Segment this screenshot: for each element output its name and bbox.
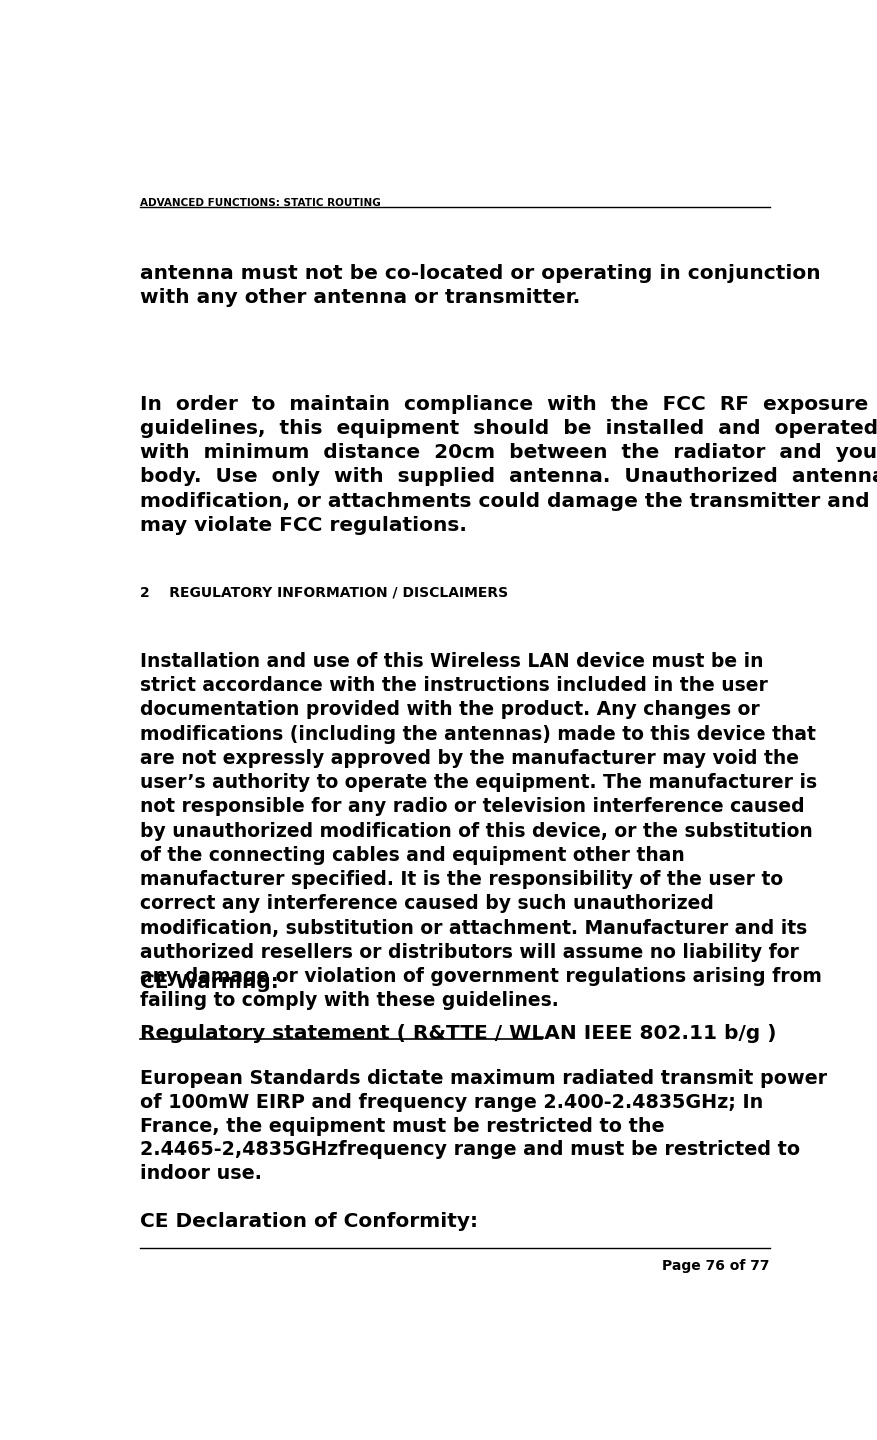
- Text: CE Warning:: CE Warning:: [140, 973, 279, 992]
- Text: Regulatory statement ( R&TTE / WLAN IEEE 802.11 b/g ): Regulatory statement ( R&TTE / WLAN IEEE…: [140, 1024, 776, 1044]
- Text: Installation and use of this Wireless LAN device must be in
strict accordance wi: Installation and use of this Wireless LA…: [140, 652, 821, 1011]
- Text: CE Declaration of Conformity:: CE Declaration of Conformity:: [140, 1211, 478, 1231]
- Text: ADVANCED FUNCTIONS: STATIC ROUTING: ADVANCED FUNCTIONS: STATIC ROUTING: [140, 199, 381, 209]
- Text: antenna must not be co-located or operating in conjunction
with any other antenn: antenna must not be co-located or operat…: [140, 264, 820, 307]
- Text: 2    REGULATORY INFORMATION / DISCLAIMERS: 2 REGULATORY INFORMATION / DISCLAIMERS: [140, 585, 508, 599]
- Text: Page 76 of 77: Page 76 of 77: [661, 1260, 769, 1273]
- Text: 2.4465-2,4835GHzfrequency range and must be restricted to
indoor use.: 2.4465-2,4835GHzfrequency range and must…: [140, 1139, 800, 1182]
- Text: European Standards dictate maximum radiated transmit power
of 100mW EIRP and fre: European Standards dictate maximum radia…: [140, 1068, 826, 1136]
- Text: In  order  to  maintain  compliance  with  the  FCC  RF  exposure
guidelines,  t: In order to maintain compliance with the…: [140, 395, 877, 534]
